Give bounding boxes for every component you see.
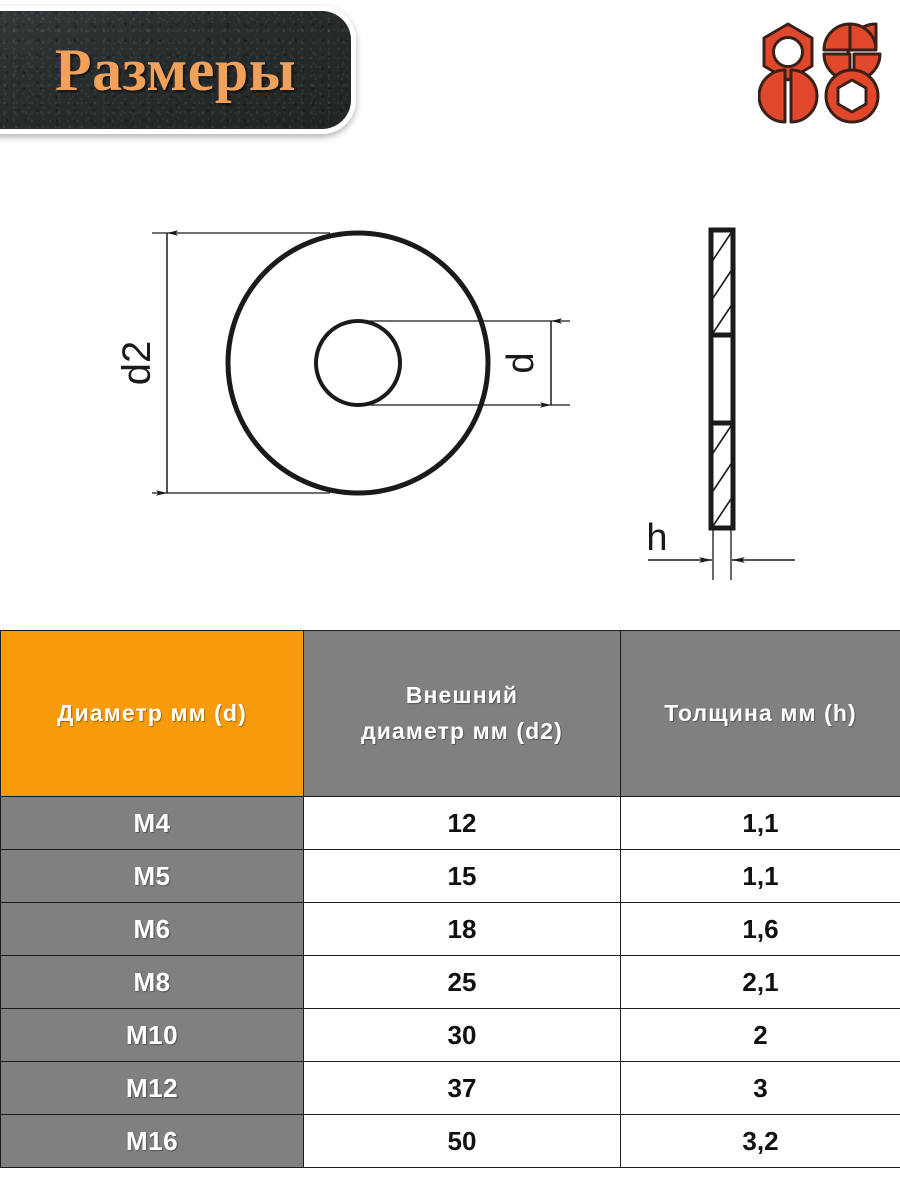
d2-label: d2 [115, 341, 159, 386]
column-header-outer-diameter: Внешний диаметр мм (d2) [303, 630, 621, 797]
table-row: M8 25 2,1 [0, 955, 900, 1009]
cell-thickness: 1,1 [620, 849, 900, 903]
cell-thickness: 1,6 [620, 902, 900, 956]
cell-diameter: M8 [0, 955, 304, 1009]
cell-outer-diameter: 37 [303, 1061, 621, 1115]
cell-outer-diameter: 50 [303, 1114, 621, 1168]
table-row: M10 30 2 [0, 1008, 900, 1062]
cell-thickness: 2,1 [620, 955, 900, 1009]
table-row: M5 15 1,1 [0, 849, 900, 903]
table-row: M6 18 1,6 [0, 902, 900, 956]
section-upper [708, 227, 736, 338]
cell-thickness: 3 [620, 1061, 900, 1115]
table-header-row: Диаметр мм (d) Внешний диаметр мм (d2) Т… [0, 630, 900, 797]
page-title: Размеры [54, 36, 297, 103]
washer-side-section-view: h [646, 227, 795, 580]
column-header-outer-diameter-line1: Внешний [405, 681, 519, 708]
section-hole-gap [708, 332, 736, 426]
column-header-diameter: Диаметр мм (d) [0, 630, 304, 797]
cell-diameter: M6 [0, 902, 304, 956]
cell-outer-diameter: 12 [303, 796, 621, 850]
table-row: M12 37 3 [0, 1061, 900, 1115]
hex-nut-icon [762, 22, 814, 82]
washer-dimensions-table: Диаметр мм (d) Внешний диаметр мм (d2) Т… [0, 630, 900, 1168]
table-row: M16 50 3,2 [0, 1114, 900, 1168]
cell-diameter: M4 [0, 796, 304, 850]
cell-thickness: 2 [620, 1008, 900, 1062]
cell-diameter: M10 [0, 1008, 304, 1062]
washer-inner-hole [314, 319, 402, 407]
cell-diameter: M16 [0, 1114, 304, 1168]
section-lower [708, 420, 736, 531]
cell-diameter: M5 [0, 849, 304, 903]
d-label: d [500, 352, 542, 373]
h-label: h [646, 517, 667, 559]
washer-technical-drawing: d2 d [0, 165, 900, 605]
cell-thickness: 1,1 [620, 796, 900, 850]
cell-thickness: 3,2 [620, 1114, 900, 1168]
hex-socket-screw-icon [824, 68, 880, 124]
cell-outer-diameter: 15 [303, 849, 621, 903]
column-header-outer-diameter-line2: диаметр мм (d2) [361, 717, 563, 744]
fasteners-logo [757, 20, 882, 130]
cross-slot-screw-icon [822, 22, 882, 82]
cell-outer-diameter: 25 [303, 955, 621, 1009]
title-badge: Размеры [0, 6, 356, 134]
cell-diameter: M12 [0, 1061, 304, 1115]
cell-outer-diameter: 30 [303, 1008, 621, 1062]
cell-outer-diameter: 18 [303, 902, 621, 956]
washer-front-view: d2 d [115, 230, 570, 496]
table-row: M4 12 1,1 [0, 796, 900, 850]
slotted-screw-icon [757, 68, 819, 124]
table-body: M4 12 1,1 M5 15 1,1 M6 18 1,6 M8 25 2,1 … [0, 796, 900, 1168]
column-header-thickness: Толщина мм (h) [620, 630, 900, 797]
page-header: Размеры [0, 0, 900, 150]
